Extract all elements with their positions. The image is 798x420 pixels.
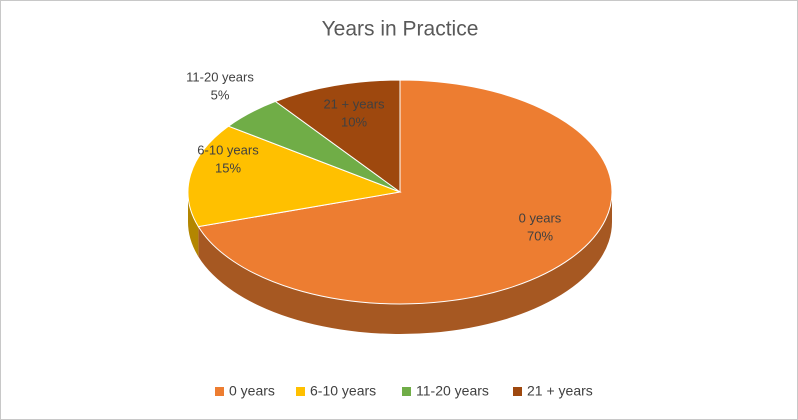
data-label-name: 11-20 years <box>186 69 254 84</box>
legend-label: 11-20 years <box>416 383 489 399</box>
data-label-value: 5% <box>211 87 230 102</box>
data-label-value: 15% <box>215 160 241 175</box>
legend-marker <box>215 387 224 396</box>
slice <box>197 79 613 305</box>
slice <box>187 125 402 228</box>
legend-marker <box>513 387 522 396</box>
legend-label: 6-10 years <box>310 383 376 399</box>
slice <box>274 79 401 193</box>
data-label-value: 70% <box>527 228 553 243</box>
slice-side <box>198 192 612 334</box>
data-label-name: 6-10 years <box>197 142 259 157</box>
data-label-name: 21 + years <box>323 96 385 111</box>
legend-marker <box>402 387 411 396</box>
data-label-value: 10% <box>341 114 367 129</box>
legend-label: 0 years <box>229 383 275 399</box>
legend-label: 21 + years <box>527 383 593 399</box>
data-label-name: 0 years <box>519 210 562 225</box>
slice-side <box>188 192 199 257</box>
chart-title: Years in Practice <box>322 18 479 41</box>
legend-marker <box>296 387 305 396</box>
